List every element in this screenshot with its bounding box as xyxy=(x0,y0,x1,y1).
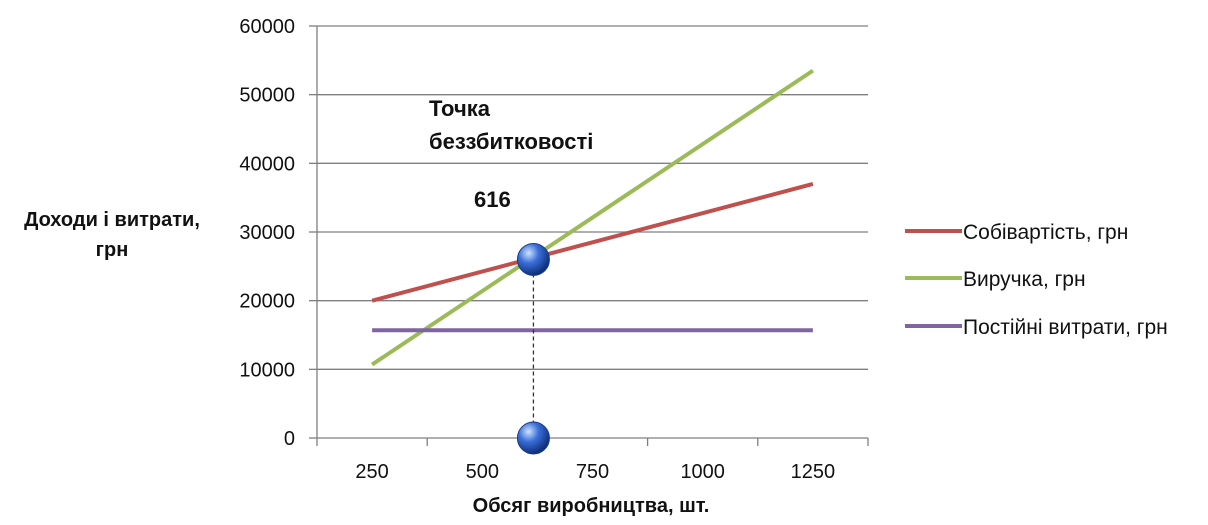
x-tick-label: 500 xyxy=(466,461,499,483)
y-tick-label: 60000 xyxy=(239,16,295,38)
breakeven-label-line-1: Точка xyxy=(429,96,491,121)
breakeven-point-marker xyxy=(516,242,550,276)
series-lines xyxy=(370,68,815,367)
y-tick-label: 50000 xyxy=(239,85,295,107)
x-tick-label: 1000 xyxy=(680,461,725,483)
y-tick-label: 40000 xyxy=(239,153,295,175)
x-tick-label: 1250 xyxy=(791,461,836,483)
y-tick-labels: 0 10000 20000 30000 40000 50000 60000 xyxy=(239,16,295,450)
x-tick-label: 750 xyxy=(576,461,609,483)
x-axis-title: Обсяг виробництва, шт. xyxy=(473,495,710,517)
y-tick-label: 30000 xyxy=(239,222,295,244)
legend: Собівартість, грн Виручка, грн Постійні … xyxy=(905,221,1168,339)
y-axis-title-line-2: грн xyxy=(96,239,129,261)
breakeven-axis-marker xyxy=(516,421,550,455)
breakeven-value-label: 616 xyxy=(474,187,511,212)
breakeven-markers xyxy=(516,242,550,455)
x-tick-label: 250 xyxy=(355,461,388,483)
cost-line xyxy=(371,181,814,303)
y-tick-label: 20000 xyxy=(239,291,295,313)
x-tick-labels: 250 500 750 1000 1250 xyxy=(355,461,835,483)
legend-label-fixed: Постійні витрати, грн xyxy=(963,316,1168,339)
y-tick-label: 10000 xyxy=(239,359,295,381)
revenue-line xyxy=(370,68,815,367)
breakeven-label-line-2: беззбитковості xyxy=(429,129,593,154)
legend-label-revenue: Виручка, грн xyxy=(963,268,1086,291)
y-tick-label: 0 xyxy=(284,428,295,450)
legend-label-cost: Собівартість, грн xyxy=(963,221,1128,244)
y-axis-title-line-1: Доходи і витрати, xyxy=(24,209,200,231)
